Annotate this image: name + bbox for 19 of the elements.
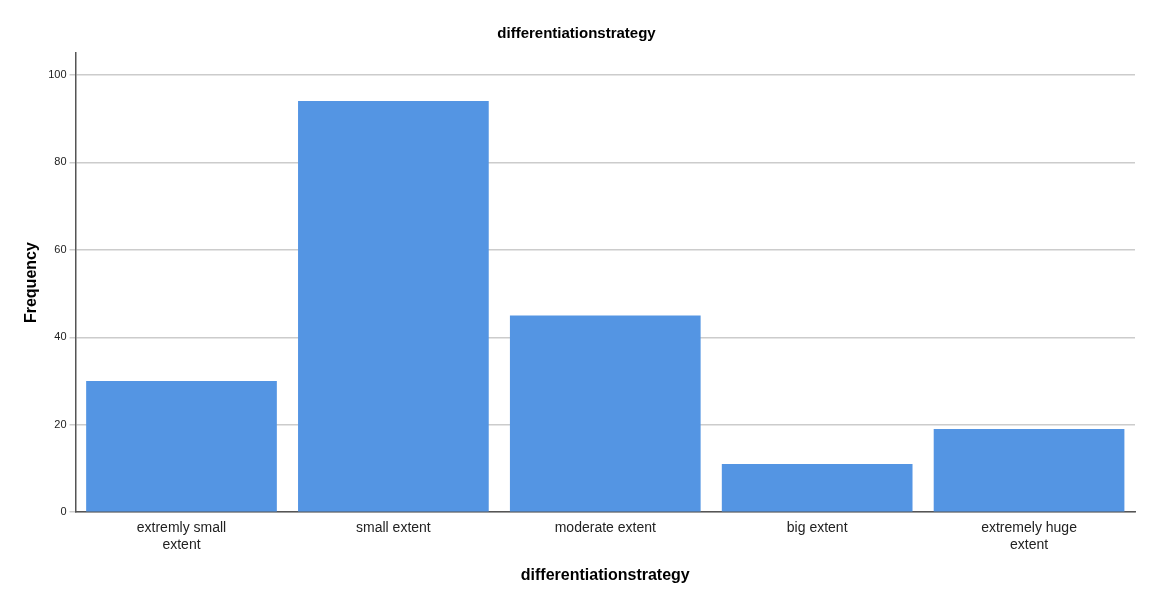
y-tick-label: 20 (54, 417, 67, 430)
x-tick-label: extremly small extent (136, 519, 227, 553)
y-tick-label: 40 (54, 330, 67, 343)
x-tick-label: big extent (786, 519, 848, 536)
y-tick-label: 100 (48, 67, 67, 80)
y-tick-label: 0 (60, 505, 67, 518)
y-axis-title: Frequency (22, 242, 40, 324)
x-tick-label: moderate extent (554, 519, 656, 536)
x-axis-title: differentiationstrategy (520, 565, 690, 583)
bar (933, 429, 1125, 512)
chart-title: differentiationstrategy (497, 24, 657, 42)
bar (509, 315, 701, 512)
bar (86, 381, 277, 512)
y-tick-label: 80 (54, 155, 67, 168)
bar (298, 101, 489, 512)
x-tick-label: extremely huge extent (981, 519, 1078, 553)
x-tick-label: small extent (356, 519, 431, 536)
y-tick-label: 60 (54, 242, 67, 255)
bar (721, 464, 913, 512)
